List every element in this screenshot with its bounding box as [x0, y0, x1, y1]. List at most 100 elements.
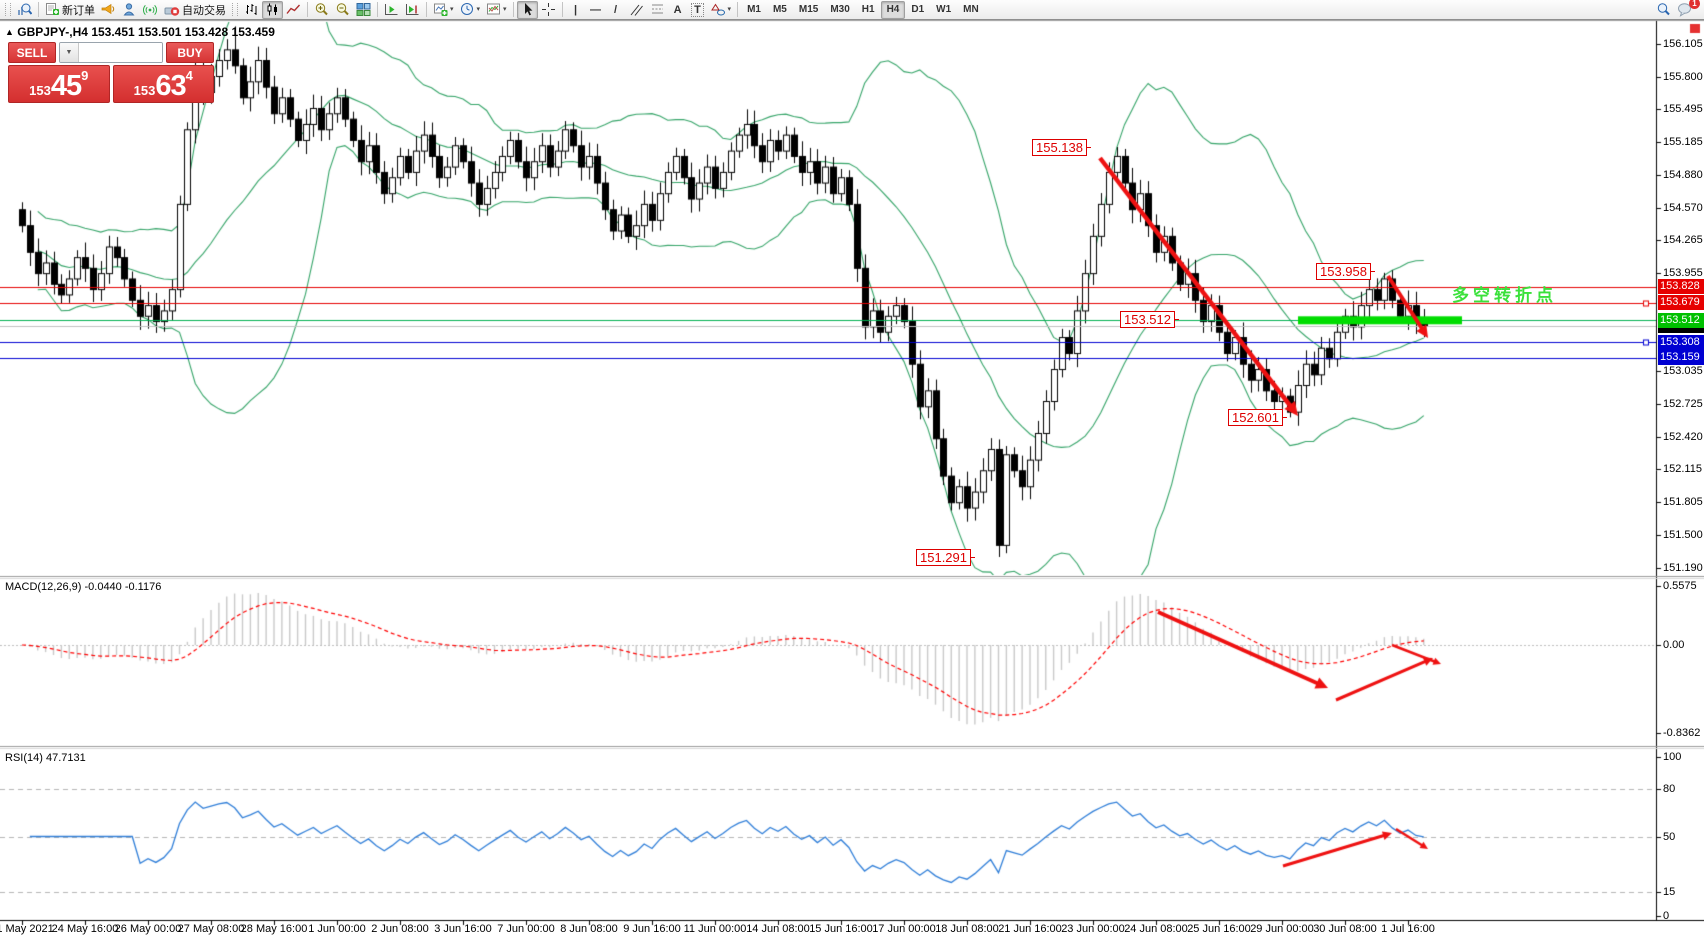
community-button[interactable] — [119, 1, 140, 19]
candle-chart-icon — [267, 3, 277, 16]
trendline-tool-button[interactable]: / — [606, 1, 626, 19]
alerts-button[interactable] — [98, 1, 119, 19]
signals-button[interactable] — [140, 1, 161, 19]
cursor-tool-button[interactable] — [516, 0, 538, 19]
buy-price-display[interactable]: 153 63 4 — [112, 65, 214, 103]
vertical-line-tool-button[interactable]: | — [566, 1, 586, 19]
bar-chart-button[interactable] — [241, 1, 262, 19]
volume-input[interactable] — [79, 43, 162, 62]
price-level-box: 153.308 — [1658, 334, 1704, 350]
price-callout[interactable]: 155.138 — [1032, 139, 1091, 156]
hline-icon: — — [590, 3, 602, 16]
tile-windows-button[interactable] — [353, 1, 374, 19]
zoom-in-button[interactable] — [311, 1, 332, 19]
person-icon — [123, 3, 135, 16]
time-label: 14 Jun 08:00 — [746, 923, 810, 935]
price-tick: 151.190 — [1663, 561, 1703, 574]
timeframe-d1-button[interactable]: D1 — [911, 4, 925, 15]
annotation-text[interactable]: 多空转折点 — [1452, 286, 1557, 305]
template-button[interactable]: ▾ — [483, 1, 510, 19]
template-icon — [487, 3, 501, 15]
time-label: 30 Jun 08:00 — [1313, 923, 1377, 935]
price-callout[interactable]: 151.291 — [916, 549, 975, 566]
search-button[interactable] — [1653, 1, 1674, 19]
notifications-button[interactable]: 1 — [1674, 0, 1700, 19]
clock-icon — [460, 3, 473, 15]
crosshair-icon — [541, 3, 555, 16]
auto-trading-button[interactable]: 自动交易 — [161, 1, 229, 19]
collapse-triangle-icon[interactable]: ▲ — [5, 27, 14, 37]
time-label: 29 Jun 00:00 — [1250, 923, 1314, 935]
price-tick: 152.115 — [1663, 463, 1702, 476]
shapes-icon — [710, 3, 725, 16]
time-label: 23 Jun 00:00 — [1061, 923, 1125, 935]
shapes-tool-button[interactable]: ▾ — [708, 1, 735, 19]
time-label: 24 May 16:00 — [51, 923, 119, 935]
sell-price-big: 45 — [50, 70, 82, 102]
sell-price-display[interactable]: 153 45 9 — [8, 65, 110, 103]
zoom-out-icon — [336, 3, 349, 16]
crosshair-tool-button[interactable] — [538, 1, 559, 19]
toolbar-separator — [307, 2, 308, 17]
time-label: 17 Jun 00:00 — [872, 923, 936, 935]
chart-shift-button[interactable] — [402, 1, 423, 19]
time-label: 2 Jun 08:00 — [371, 923, 429, 935]
chart-shift-icon — [406, 4, 419, 15]
volume-stepper: ▼ ▲ — [59, 42, 163, 63]
timeframe-mn-button[interactable]: MN — [963, 4, 979, 15]
fibonacci-tool-button[interactable] — [647, 1, 668, 19]
price-callout[interactable]: 152.601 — [1228, 409, 1287, 426]
timeframe-m5-button[interactable]: M5 — [772, 4, 787, 15]
auto-scroll-button[interactable] — [381, 1, 402, 19]
price-tick: 154.570 — [1663, 201, 1703, 214]
timeframe-w1-button[interactable]: W1 — [936, 4, 952, 15]
time-label: 11 Jun 00:00 — [683, 923, 747, 935]
time-label: 27 May 08:00 — [177, 923, 245, 935]
cursor-icon — [524, 3, 532, 16]
time-label: 1 Jul 16:00 — [1381, 923, 1435, 935]
chart-search-icon — [18, 3, 32, 15]
text-tool-button[interactable]: A — [668, 1, 688, 19]
price-tick: 151.500 — [1663, 528, 1703, 541]
macd-tick: -0.8362 — [1663, 727, 1701, 740]
rsi-tick: 80 — [1663, 782, 1676, 795]
horizontal-line-tool-button[interactable]: — — [586, 1, 606, 19]
channel-tool-button[interactable] — [626, 1, 647, 19]
timeframe-m1-button[interactable]: M1 — [747, 4, 761, 15]
chat-bubble-icon — [1678, 3, 1691, 17]
timeframe-group: M1 M5 M15 M30 H1 H4 D1 W1 MN — [741, 0, 985, 19]
sell-button[interactable]: SELL — [8, 42, 56, 63]
buy-button[interactable]: BUY — [166, 42, 214, 63]
volume-down-button[interactable]: ▼ — [60, 43, 79, 62]
price-tick: 154.265 — [1663, 234, 1703, 247]
period-button[interactable]: ▾ — [457, 1, 484, 19]
price-tick: 152.420 — [1663, 430, 1703, 443]
line-chart-button[interactable] — [283, 1, 304, 19]
price-callout[interactable]: 153.512 — [1120, 311, 1179, 328]
candle-chart-button[interactable] — [262, 0, 283, 19]
new-chart-button[interactable]: ▾ — [430, 1, 457, 19]
price-tick: 152.725 — [1663, 398, 1703, 411]
price-tick: 154.880 — [1663, 168, 1703, 181]
label-tool-button[interactable]: T — [688, 1, 708, 19]
label-icon: T — [691, 2, 704, 17]
price-callout[interactable]: 153.958 — [1316, 263, 1375, 280]
price-level-box: 153.828 — [1658, 279, 1704, 295]
price-tick: 153.035 — [1663, 365, 1703, 378]
zoom-out-button[interactable] — [332, 1, 353, 19]
time-label: 21 May 2021 — [0, 923, 54, 935]
timeframe-h4-button[interactable]: H4 — [880, 0, 906, 19]
market-watch-button[interactable] — [14, 1, 35, 19]
buy-price-big: 63 — [155, 70, 186, 102]
time-label: 28 May 16:00 — [240, 923, 308, 935]
timeframe-m30-button[interactable]: M30 — [830, 4, 850, 15]
timeframe-m15-button[interactable]: M15 — [798, 4, 819, 15]
timeframe-h1-button[interactable]: H1 — [861, 4, 875, 15]
time-label: 9 Jun 16:00 — [623, 923, 681, 935]
price-level-box: 153.679 — [1658, 295, 1704, 310]
price-tick: 156.105 — [1663, 38, 1703, 50]
new-order-button[interactable]: 新订单 — [42, 1, 98, 19]
